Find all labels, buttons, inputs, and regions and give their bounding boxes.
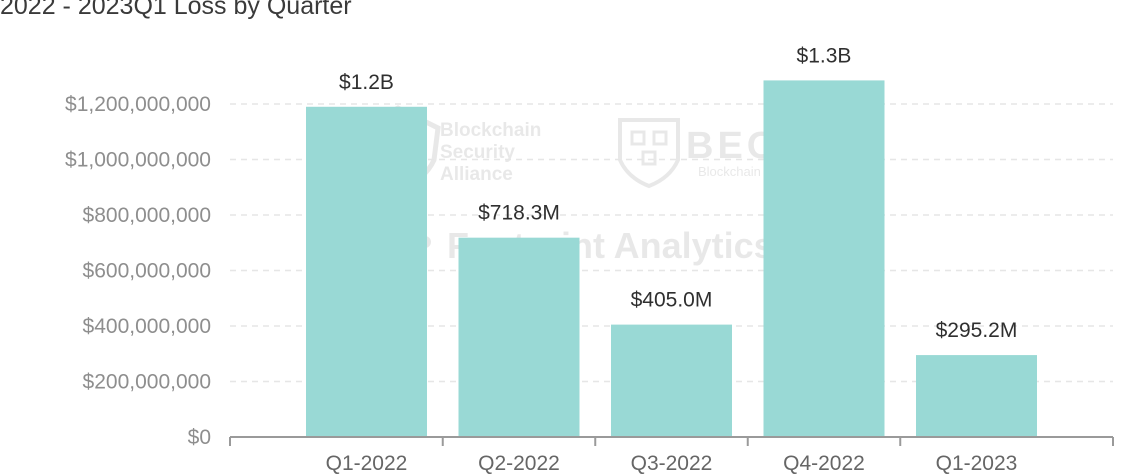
bar xyxy=(916,355,1037,437)
chart-title: 2022 - 2023Q1 Loss by Quarter xyxy=(0,0,352,20)
bsa-text-2: Security xyxy=(440,142,515,163)
x-tick-label: Q3-2022 xyxy=(631,452,713,475)
data-label: $1.2B xyxy=(339,71,394,94)
bsa-text-1: Blockchain xyxy=(440,120,541,141)
y-tick-label: $600,000,000 xyxy=(83,260,211,283)
data-label: $405.0M xyxy=(631,289,713,312)
x-tick-label: Q1-2022 xyxy=(326,452,408,475)
bar xyxy=(306,106,427,438)
axis-layer: $0 $200,000,000 $400,000,000 $600,000,000 $8… xyxy=(65,93,1114,475)
y-tick-label: $200,000,000 xyxy=(83,371,211,394)
y-tick-label: $1,200,000,000 xyxy=(65,93,211,116)
data-label: $1.3B xyxy=(797,44,852,67)
x-tick-label: Q1-2023 xyxy=(936,452,1018,475)
y-tick-label: $1,000,000,000 xyxy=(65,149,211,172)
x-tick-label: Q4-2022 xyxy=(783,452,865,475)
bsa-text-3: Alliance xyxy=(440,164,513,185)
y-tick-label: $800,000,000 xyxy=(83,204,211,227)
y-tick-label: $0 xyxy=(188,426,211,449)
bar xyxy=(763,80,885,437)
data-label: $295.2M xyxy=(936,319,1018,342)
data-label: $718.3M xyxy=(478,202,560,225)
x-tick-label: Q2-2022 xyxy=(478,452,560,475)
bar-layer xyxy=(306,80,1037,438)
label-layer: $1.2B $718.3M $405.0M $1.3B $295.2M xyxy=(339,44,1017,342)
y-tick-label: $400,000,000 xyxy=(83,315,211,338)
bar xyxy=(458,237,580,437)
bar xyxy=(611,324,732,437)
